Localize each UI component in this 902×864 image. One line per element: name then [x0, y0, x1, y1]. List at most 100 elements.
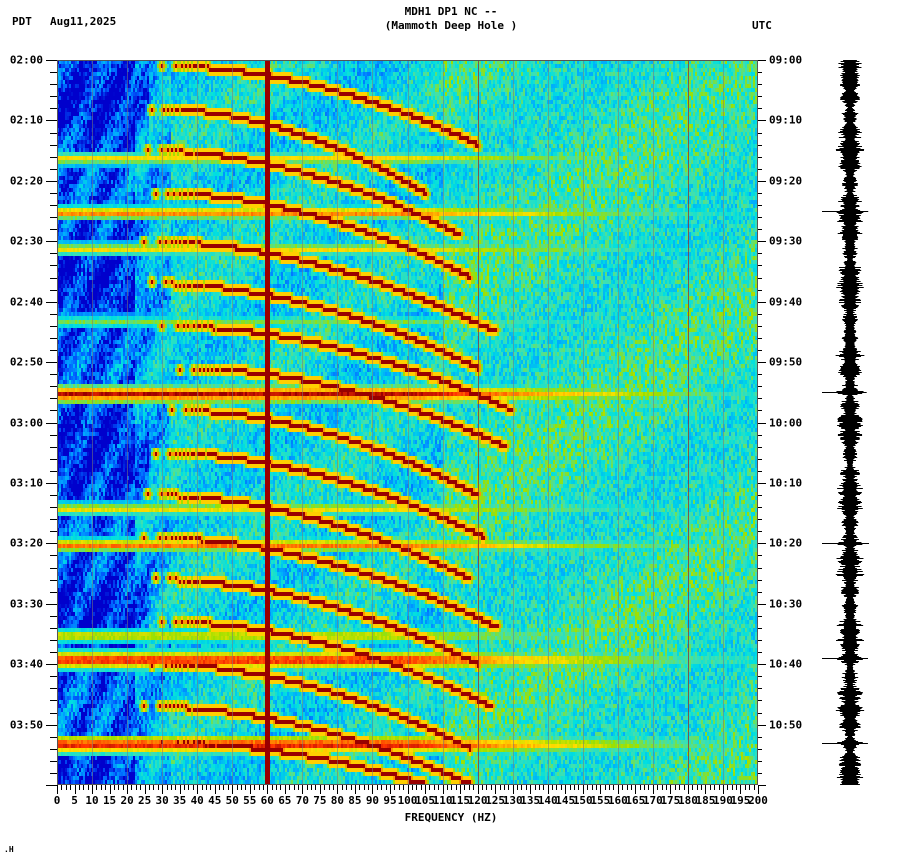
time-tick-minor [50, 748, 57, 750]
freq-tick-minor [403, 785, 405, 790]
freq-tick-minor [538, 785, 540, 790]
freq-tick-minor [271, 785, 273, 790]
freq-tick-minor [105, 785, 107, 790]
freq-tick-major [530, 785, 532, 794]
spectrogram-image[interactable] [57, 60, 758, 785]
freq-tick-minor [560, 785, 562, 790]
time-tick-minor [50, 325, 57, 327]
corner-mark: .H [4, 845, 14, 854]
freq-tick-major [267, 785, 269, 794]
freq-tick-major [652, 785, 654, 794]
freq-tick-minor [481, 785, 483, 790]
time-tick-major [758, 180, 766, 182]
freq-tick-minor [83, 785, 85, 790]
freq-tick-minor [718, 785, 720, 790]
time-tick-minor [758, 627, 762, 629]
freq-tick-minor [157, 785, 159, 790]
freq-tick-minor [679, 785, 681, 790]
time-tick-major [46, 664, 57, 666]
freq-tick-minor [140, 785, 142, 790]
timezone-label-left: PDT [12, 15, 32, 28]
freq-tick-major [389, 785, 391, 794]
freq-tick-minor [508, 785, 510, 790]
time-tick-major [46, 362, 57, 364]
time-tick-major [46, 120, 57, 122]
freq-tick-minor [534, 785, 536, 790]
time-tick-minor [758, 748, 762, 750]
freq-label: 80 [330, 794, 345, 807]
freq-tick-minor [394, 785, 396, 790]
freq-tick-minor [149, 785, 150, 790]
freq-tick-major [442, 785, 444, 794]
freq-tick-major [687, 785, 689, 794]
time-tick-minor [758, 374, 762, 376]
freq-tick-minor [464, 785, 466, 790]
freq-label: 200 [748, 794, 768, 807]
freq-tick-major [57, 785, 58, 794]
freq-tick-minor [122, 785, 124, 790]
freq-tick-major [705, 785, 707, 794]
time-tick-minor [758, 567, 762, 569]
time-label-utc: 10:50 [769, 718, 803, 732]
time-label-utc: 10:00 [769, 416, 803, 429]
freq-tick-major [197, 785, 199, 794]
freq-tick-minor [254, 785, 256, 790]
time-tick-minor [50, 772, 57, 774]
time-tick-minor [50, 495, 57, 496]
freq-tick-minor [587, 785, 589, 790]
time-tick-minor [50, 688, 57, 690]
freq-tick-minor [350, 785, 352, 790]
freq-tick-major [635, 785, 637, 794]
freq-tick-major [284, 785, 286, 794]
freq-label: 105 [415, 794, 435, 807]
freq-tick-minor [333, 785, 335, 790]
freq-tick-minor [709, 785, 711, 790]
freq-tick-minor [381, 785, 383, 790]
freq-tick-minor [613, 785, 615, 790]
time-tick-major [46, 301, 57, 303]
spectrogram-plot[interactable] [57, 60, 758, 785]
time-tick-minor [758, 495, 762, 496]
time-label-utc: 10:20 [769, 536, 803, 550]
freq-label: 75 [313, 794, 327, 807]
time-tick-minor [50, 458, 57, 460]
time-tick-major [758, 785, 766, 786]
freq-tick-minor [609, 785, 611, 790]
time-tick-minor [758, 168, 762, 170]
freq-tick-major [109, 785, 111, 794]
time-label-pdt: 03:30 [9, 597, 43, 611]
time-tick-minor [50, 627, 57, 629]
freq-label: 120 [467, 794, 488, 807]
freq-tick-minor [328, 785, 330, 790]
freq-tick-minor [398, 785, 400, 790]
freq-tick-minor [315, 785, 317, 790]
time-tick-major [46, 603, 57, 605]
time-tick-minor [758, 325, 762, 327]
freq-tick-minor [701, 785, 703, 790]
freq-tick-minor [639, 785, 641, 790]
freq-tick-minor [346, 785, 348, 790]
freq-label: 40 [190, 794, 204, 807]
freq-tick-major [547, 785, 549, 794]
time-tick-minor [50, 217, 57, 219]
time-tick-minor [758, 144, 762, 146]
date-label: Aug11,2025 [50, 15, 117, 28]
freq-tick-minor [293, 785, 295, 790]
freq-tick-minor [451, 785, 453, 790]
time-tick-minor [50, 434, 57, 436]
time-tick-major [46, 60, 57, 61]
freq-label: 50 [225, 794, 239, 807]
time-tick-minor [50, 168, 57, 170]
time-tick-minor [758, 519, 762, 521]
freq-tick-minor [70, 785, 72, 790]
time-tick-minor [50, 470, 57, 472]
time-tick-minor [758, 398, 762, 400]
time-tick-minor [50, 676, 57, 678]
freq-tick-major [740, 785, 742, 794]
time-tick-minor [50, 736, 57, 738]
freq-tick-minor [359, 785, 361, 790]
time-tick-minor [758, 229, 762, 231]
timezone-label-right: UTC [752, 19, 772, 32]
time-tick-minor [758, 579, 762, 581]
time-label-utc: 10:10 [769, 476, 803, 490]
